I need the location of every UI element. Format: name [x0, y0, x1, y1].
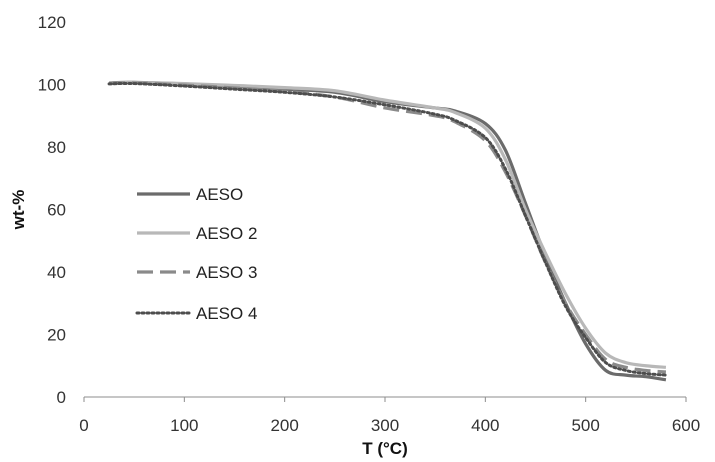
series-line-2 [109, 81, 667, 369]
legend-label: AESO [196, 185, 243, 204]
series-line-3 [109, 81, 667, 374]
x-tick-label: 100 [170, 416, 198, 435]
y-tick-label: 0 [57, 388, 66, 407]
legend-label: AESO 2 [196, 224, 257, 243]
x-tick-label: 300 [371, 416, 399, 435]
legend-label: AESO 3 [196, 263, 257, 282]
x-axis-title: T (°C) [362, 439, 408, 458]
y-tick-label: 100 [38, 76, 66, 95]
x-axis-ticks: 0 100 200 300 400 500 600 [79, 397, 700, 435]
plot-area: 0 20 40 60 80 100 120 0 100 200 300 400 500 600 AESO… [38, 13, 701, 435]
series-layer [107, 80, 668, 382]
x-tick-label: 200 [270, 416, 298, 435]
y-axis-title: wt-% [9, 190, 28, 231]
x-tick-label: 400 [471, 416, 499, 435]
legend-label: AESO 4 [196, 304, 257, 323]
y-tick-label: 40 [47, 263, 66, 282]
series-line-4 [107, 81, 668, 377]
y-tick-label: 120 [38, 13, 66, 32]
x-tick-label: 600 [672, 416, 700, 435]
x-tick-label: 0 [79, 416, 88, 435]
legend: AESO AESO 2 AESO 3 AESO 4 [135, 185, 257, 323]
y-tick-label: 20 [47, 326, 66, 345]
y-tick-label: 60 [47, 201, 66, 220]
x-tick-label: 500 [571, 416, 599, 435]
y-axis-ticks: 0 20 40 60 80 100 120 [38, 13, 66, 407]
y-tick-label: 80 [47, 138, 66, 157]
